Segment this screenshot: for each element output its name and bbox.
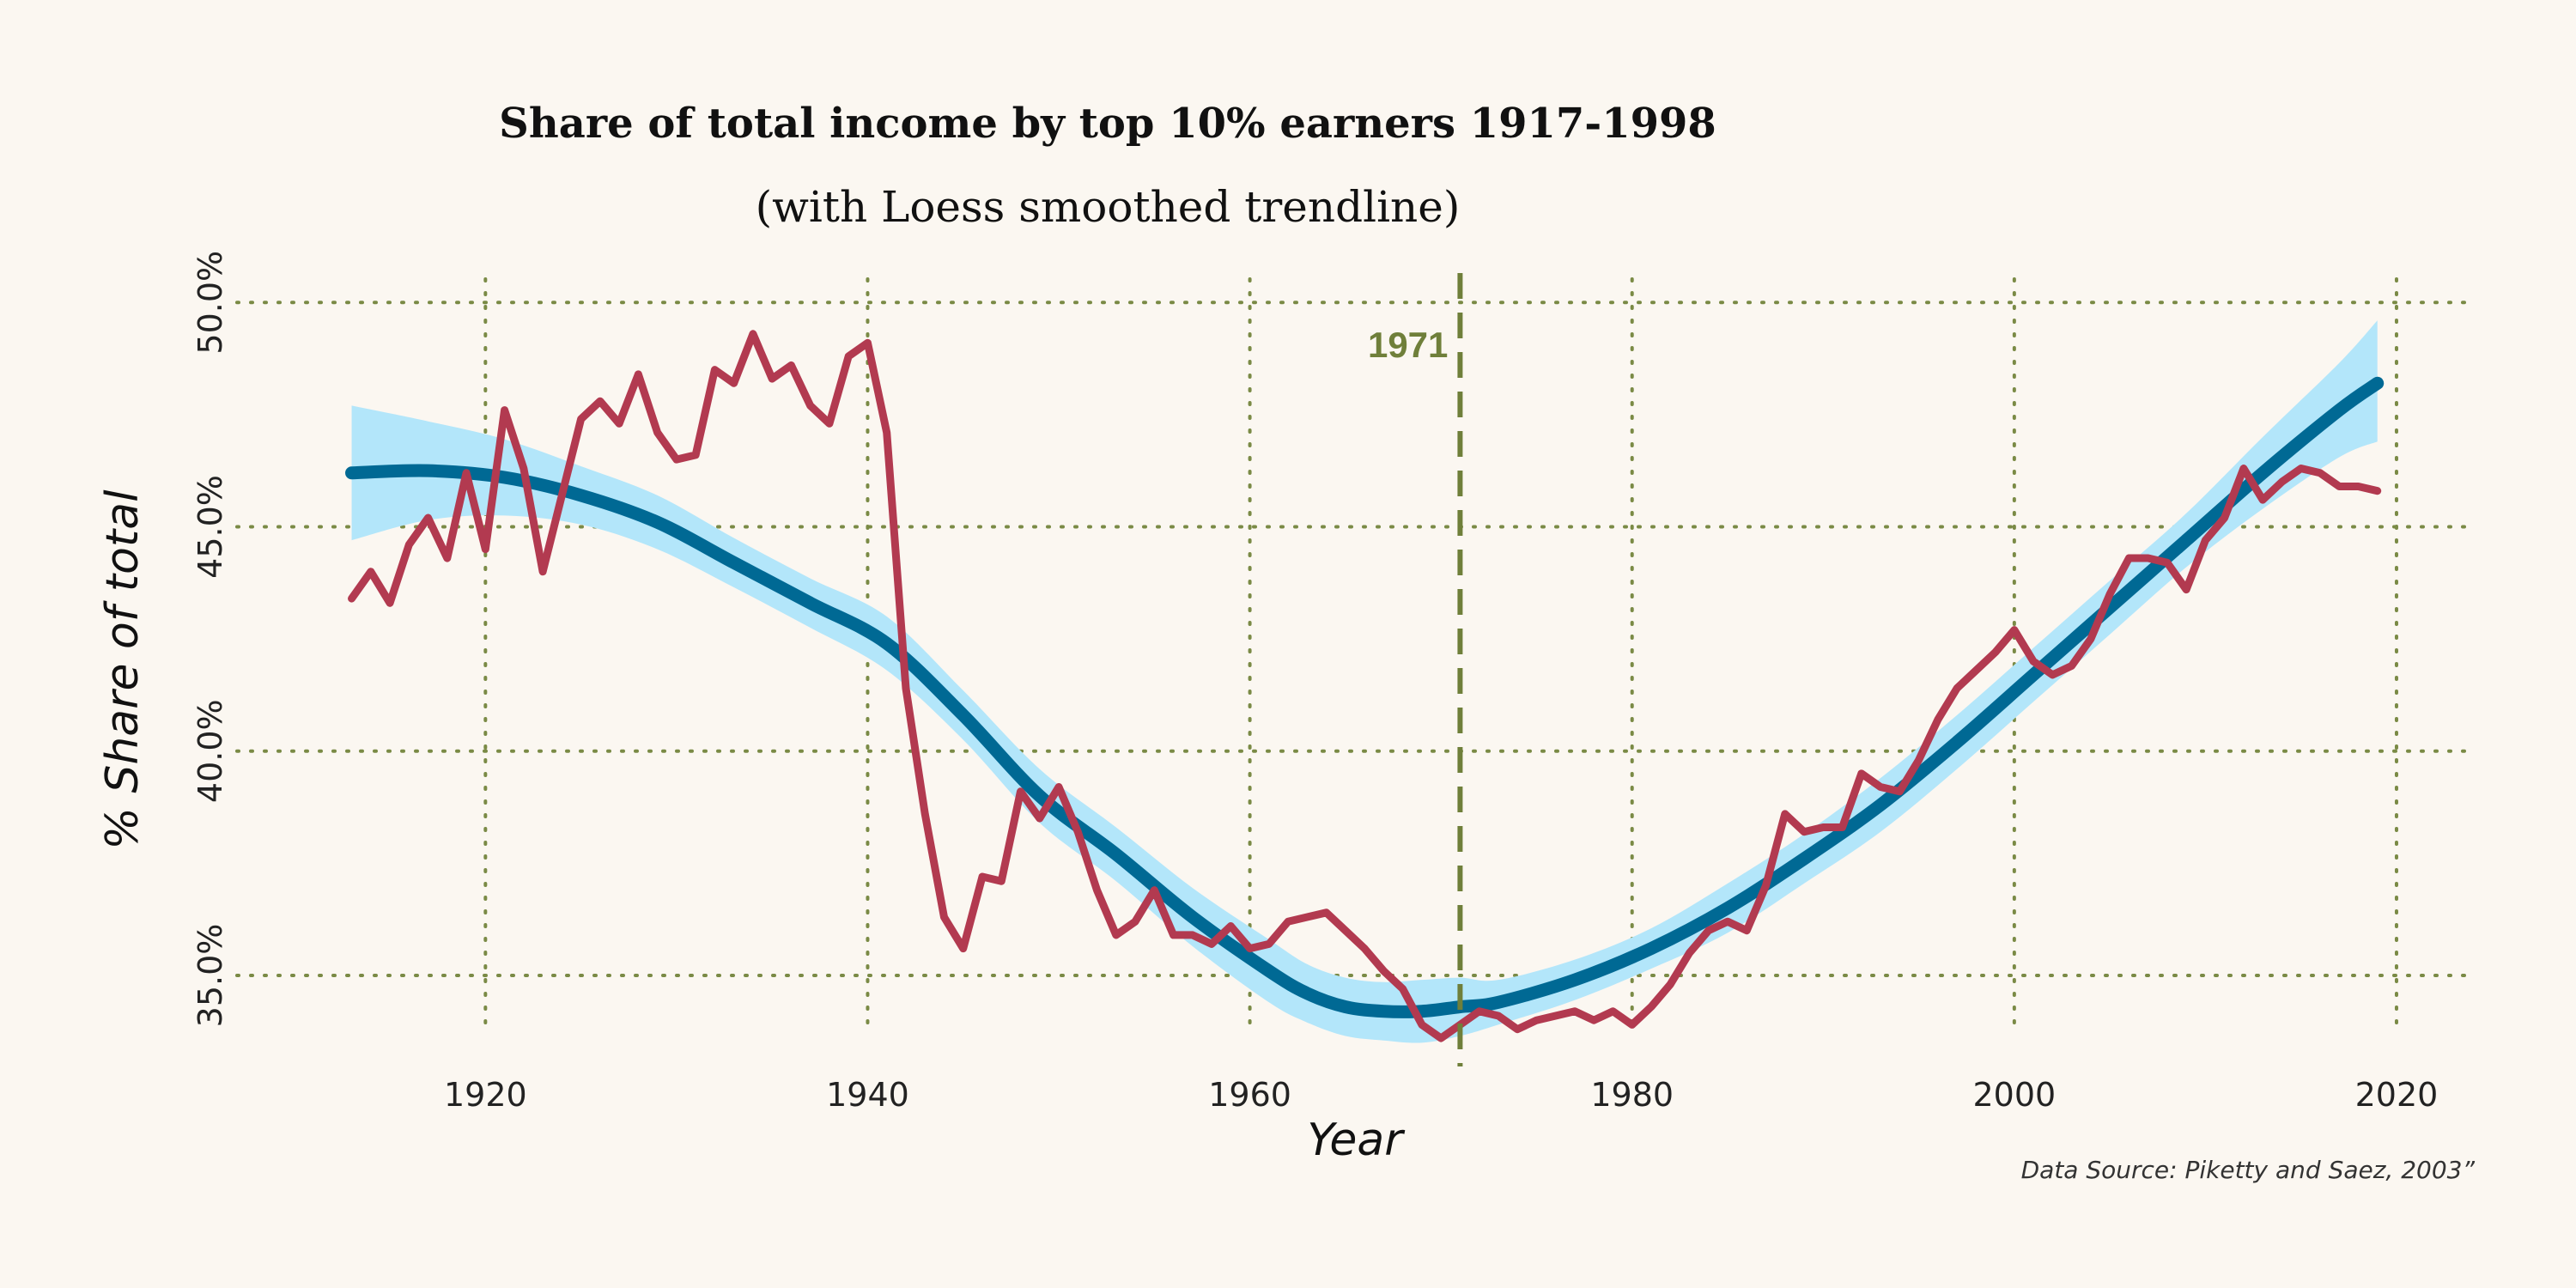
trend-line	[345, 376, 2385, 1018]
y-tick-label: 45.0%	[191, 475, 229, 579]
y-tick-label: 50.0%	[191, 251, 229, 355]
grid-lines	[235, 277, 2475, 1028]
x-tick-label: 2020	[2355, 1076, 2439, 1114]
chart-subtitle: (with Loess smoothed trendline)	[755, 182, 1461, 232]
y-axis-title: % Share of total	[97, 489, 149, 850]
y-tick-label: 35.0%	[191, 924, 229, 1028]
chart-title: Share of total income by top 10% earners…	[499, 100, 1716, 148]
data-source-note: Data Source: Piketty and Saez, 2003”	[2020, 1156, 2475, 1184]
loess-trend-line	[345, 376, 2385, 1018]
x-tick-label: 1960	[1208, 1076, 1291, 1114]
income-share-series-line	[348, 330, 2382, 1042]
y-tick-label: 40.0%	[191, 699, 229, 803]
x-axis-title: Year	[1307, 1115, 1406, 1166]
x-tick-label: 1920	[444, 1076, 527, 1114]
reference-line: 1971	[1368, 273, 1463, 1066]
reference-line-label: 1971	[1368, 325, 1448, 365]
series-lines	[348, 330, 2382, 1042]
x-tick-label: 1980	[1590, 1076, 1674, 1114]
axis-ticks: 35.0% 40.0% 45.0% 50.0% 1920 1940 1960 1980 2000…	[191, 251, 2438, 1114]
x-tick-label: 1940	[826, 1076, 909, 1114]
x-tick-label: 2000	[1972, 1076, 2056, 1114]
